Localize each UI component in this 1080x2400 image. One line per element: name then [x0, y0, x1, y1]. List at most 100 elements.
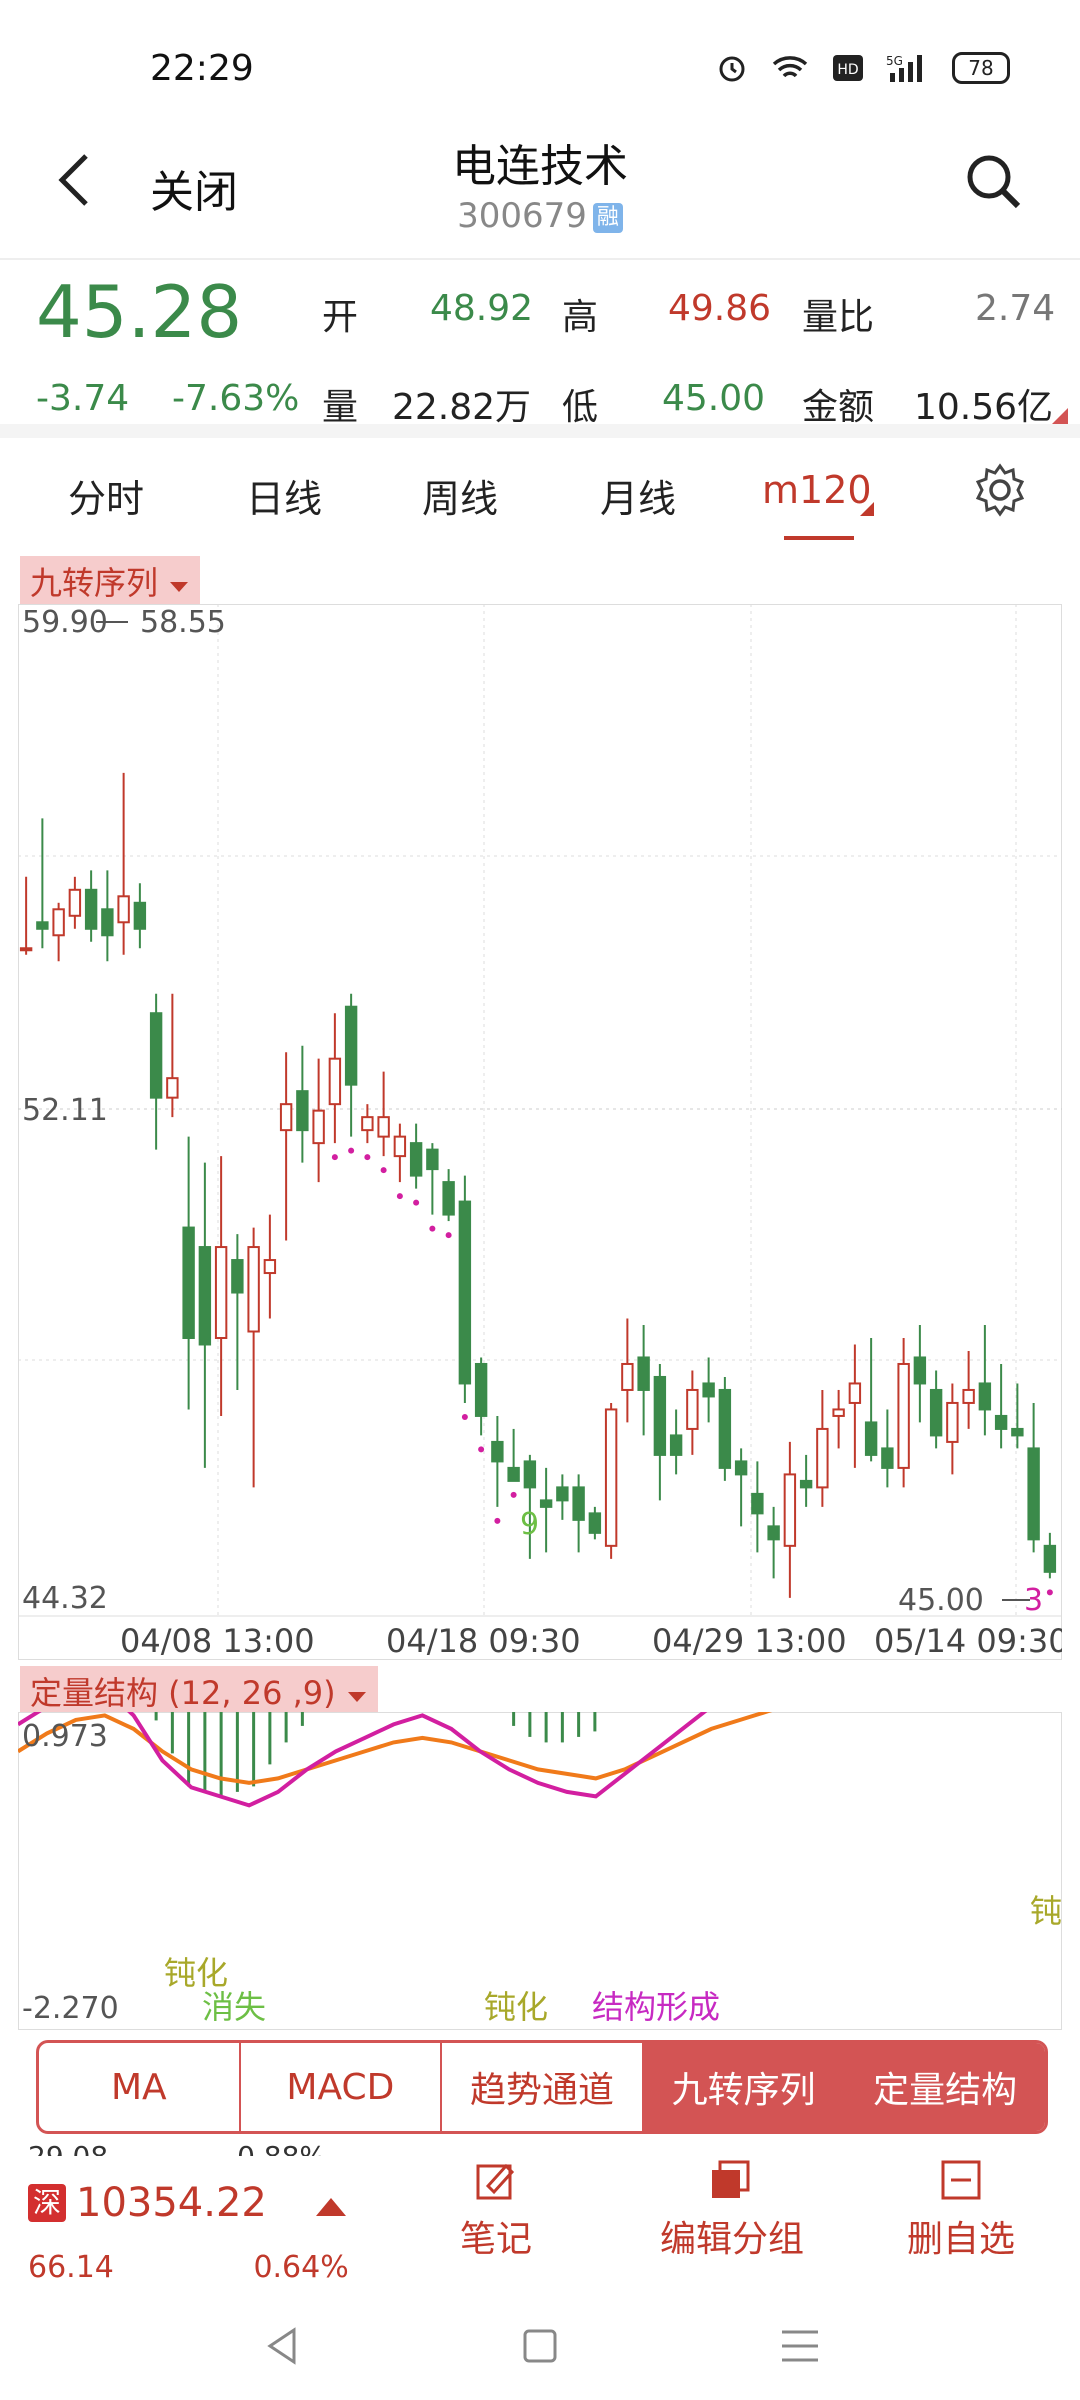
index-cut-top-value: 29.08 — [28, 2140, 108, 2156]
td-nine-label: 9 — [520, 1507, 539, 1542]
candle-body — [361, 1116, 374, 1132]
back-button[interactable] — [54, 150, 94, 214]
search-icon — [967, 155, 1021, 209]
tab-intraday[interactable]: 分时 — [68, 477, 145, 521]
candle-body — [881, 1447, 894, 1469]
note-vanish: 消失 — [202, 1988, 266, 2026]
chip-dropdown-icon — [170, 582, 189, 592]
tab-weekly[interactable]: 周线 — [422, 477, 499, 521]
candle-body — [718, 1388, 732, 1469]
td-seq-dots — [331, 1147, 1053, 1596]
tab-daily[interactable]: 日线 — [246, 477, 323, 521]
candle-body — [832, 1408, 845, 1417]
td-seq-dot — [348, 1147, 355, 1154]
indicator-ma-button[interactable]: MA — [39, 2043, 241, 2131]
macd-structure-chart[interactable]: 0.973 -2.270 钝化 消失 钝化 结构形成 钝 — [18, 1712, 1062, 2030]
max-price-label: 58.55 — [140, 605, 226, 640]
candle-body — [279, 1103, 293, 1132]
svg-text:5G: 5G — [886, 54, 903, 68]
index-up-arrow-icon — [316, 2198, 346, 2216]
status-bar: 22:29 HD 5G 78 — [0, 0, 1080, 120]
svg-text:HD: HD — [837, 62, 858, 78]
td-seq-dot — [1046, 1589, 1053, 1596]
index-cut-top: 29.08 0.88% — [28, 2140, 326, 2156]
index-cut-bottom: 66.14 0.64% — [28, 2250, 349, 2280]
td-seq-dot — [413, 1199, 420, 1206]
indicator-td-seq-button[interactable]: 九转序列 — [643, 2043, 846, 2131]
divider — [0, 258, 1080, 260]
period-tabs: 分时 日线 周线 月线 m120 — [0, 440, 1080, 540]
candle-body — [848, 1382, 862, 1404]
candle-body — [263, 1259, 277, 1275]
settings-gear-icon[interactable] — [972, 462, 1028, 518]
bottom-toolbar: 29.08 0.88% 深 10354.22 66.14 0.64% 笔记 编辑… — [0, 2140, 1080, 2280]
open-label: 开 — [322, 297, 359, 338]
index-pct: 0.64% — [253, 2250, 349, 2280]
candlestick-chart[interactable]: 59.90 52.11 44.32 58.55 45.00 9 3 04/08 … — [18, 604, 1062, 1660]
indicator-trend-channel-button[interactable]: 趋势通道 — [442, 2043, 644, 2131]
sub-y-top: 0.973 — [22, 1719, 108, 1754]
td-three-label: 3 — [1024, 1583, 1043, 1618]
tab-monthly[interactable]: 月线 — [600, 477, 677, 521]
delete-label: 删自选 — [906, 2219, 1015, 2260]
indicator-macd-button[interactable]: MACD — [241, 2043, 443, 2131]
candle-body — [101, 908, 114, 937]
delete-watchlist-button[interactable]: 删自选 — [906, 2158, 1016, 2262]
td-seq-dot — [429, 1225, 436, 1232]
candle-body — [604, 1408, 618, 1547]
last-price: 45.28 — [36, 270, 243, 354]
back-arrow-icon — [58, 154, 88, 206]
candle-body — [426, 1148, 439, 1171]
m120-dropdown-icon — [860, 502, 874, 516]
nav-home-icon[interactable] — [522, 2328, 558, 2364]
close-label[interactable]: 关闭 — [150, 167, 238, 218]
candle-body — [409, 1142, 423, 1177]
remove-icon — [941, 2160, 981, 2200]
status-icons: HD 5G 78 — [716, 52, 1010, 84]
structure-label: 定量结构 (12, 26 ,9) — [30, 1674, 336, 1712]
tab-m120[interactable]: m120 — [762, 468, 872, 512]
battery-icon: 78 — [952, 52, 1010, 84]
nav-menu-icon[interactable] — [780, 2328, 820, 2364]
min-price-label: 45.00 — [898, 1583, 984, 1618]
candle-body — [686, 1388, 699, 1430]
td-seq-dot — [396, 1193, 403, 1200]
vol-ratio-label: 量比 — [802, 297, 875, 338]
low-label: 低 — [562, 387, 599, 428]
candle-body — [344, 1005, 358, 1086]
y-axis-top: 59.90 — [22, 605, 108, 640]
note-button[interactable]: 笔记 — [460, 2158, 532, 2262]
candle-body — [1043, 1544, 1057, 1573]
status-time: 22:29 — [150, 48, 254, 89]
chip-dropdown-icon-2 — [347, 1692, 366, 1702]
signal-icon: 5G — [886, 54, 922, 82]
note-structure-formed: 结构形成 — [592, 1988, 720, 2026]
structure-indicator-chip[interactable]: 定量结构 (12, 26 ,9) — [20, 1666, 378, 1716]
td-seq-dot — [461, 1413, 468, 1420]
edit-group-button[interactable]: 编辑分组 — [660, 2158, 804, 2262]
open-value: 48.92 — [430, 288, 534, 329]
index-ticker[interactable]: 深 10354.22 — [28, 2180, 267, 2226]
high-label: 高 — [562, 297, 599, 338]
expand-corner-icon[interactable] — [1052, 408, 1068, 424]
candle-body — [913, 1356, 927, 1385]
nav-back-icon[interactable] — [262, 2326, 302, 2366]
candle-body — [994, 1414, 1008, 1430]
candle-body — [393, 1135, 407, 1158]
y-axis-mid: 52.11 — [22, 1093, 108, 1128]
candle-body — [166, 1077, 179, 1099]
candle-body — [149, 1012, 163, 1099]
candle-body — [783, 1473, 797, 1547]
candle-body — [182, 1226, 195, 1339]
candle-body — [621, 1362, 634, 1391]
candle-body — [458, 1200, 472, 1385]
candle-body — [117, 895, 130, 924]
amount-value: 10.56亿 — [914, 387, 1054, 428]
candle-body — [52, 908, 65, 937]
search-button[interactable] — [964, 152, 1024, 216]
td-seq-indicator-chip[interactable]: 九转序列 — [20, 556, 201, 606]
high-value: 49.86 — [668, 288, 772, 329]
td-seq-label: 九转序列 — [30, 564, 159, 602]
indicator-structure-button[interactable]: 定量结构 — [845, 2043, 1045, 2131]
candle-body — [799, 1479, 813, 1489]
